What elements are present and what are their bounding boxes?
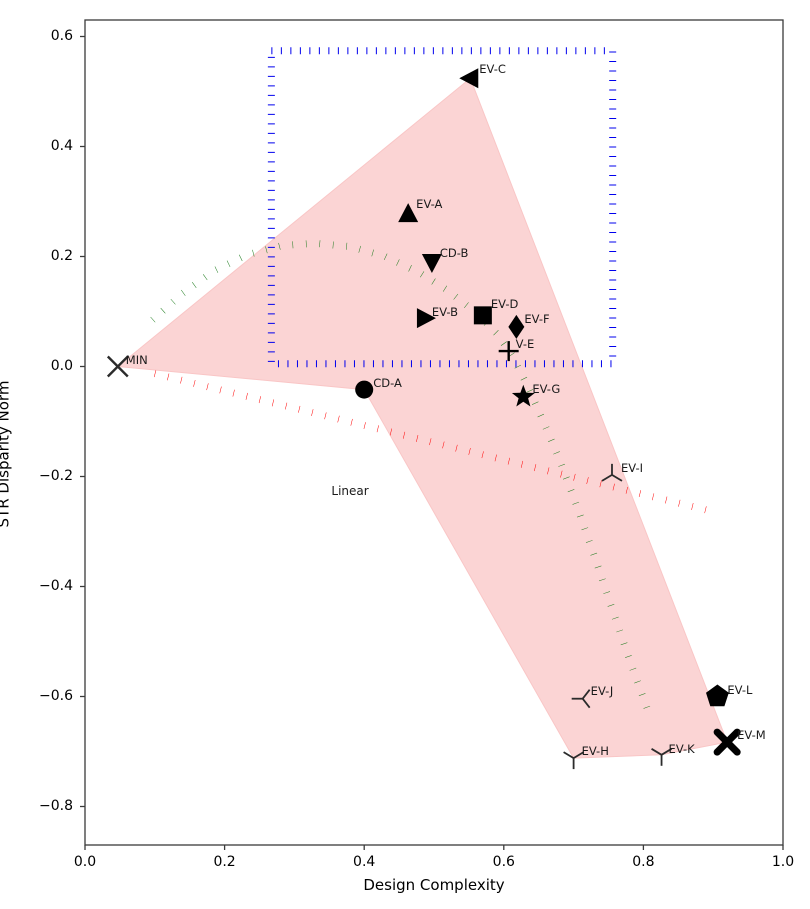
point-label-ev-h: EV-H bbox=[581, 744, 609, 759]
data-point-min[interactable] bbox=[106, 355, 129, 378]
pareto-hull-region bbox=[116, 77, 728, 759]
y-tick-label: 0.2 bbox=[50, 247, 73, 264]
point-label-ev-b: EV-B bbox=[431, 305, 459, 320]
point-label-ev-m: EV-M bbox=[737, 728, 766, 743]
point-label-ev-k: EV-K bbox=[668, 741, 695, 756]
markers-layer bbox=[106, 68, 741, 770]
x-tick-label: 0.0 bbox=[73, 854, 97, 870]
data-point-ev-a[interactable] bbox=[398, 203, 419, 223]
data-point-ev-j[interactable] bbox=[571, 689, 591, 709]
data-point-ev-h[interactable] bbox=[563, 751, 585, 770]
point-label-ev-a: EV-A bbox=[416, 197, 443, 212]
x-tick-label: 0.4 bbox=[353, 854, 376, 870]
y-tick-label: 0.0 bbox=[50, 357, 73, 374]
point-label-min: MIN bbox=[125, 352, 148, 367]
data-point-ev-b[interactable] bbox=[416, 308, 436, 329]
hull-layer bbox=[116, 77, 728, 759]
y-tick-label: −0.8 bbox=[39, 797, 73, 814]
y-tick-label: −0.4 bbox=[39, 577, 73, 594]
data-point-ev-f[interactable] bbox=[508, 314, 525, 339]
data-point-ev-c[interactable] bbox=[459, 68, 479, 89]
data-point-ev-m[interactable] bbox=[713, 728, 741, 756]
data-point-ev-k[interactable] bbox=[651, 748, 673, 766]
data-point-ev-g[interactable] bbox=[511, 384, 535, 407]
axes-frame bbox=[84, 19, 784, 846]
y-tick-label: 0.4 bbox=[50, 137, 73, 154]
point-label-ev-d: EV-D bbox=[490, 297, 519, 312]
y-tick-label: −0.6 bbox=[39, 687, 73, 704]
data-point-ev-l[interactable] bbox=[706, 684, 729, 707]
point-label-ev-l: EV-L bbox=[727, 682, 753, 697]
point-label-cd-b: CD-B bbox=[439, 246, 469, 260]
data-point-ev-d[interactable] bbox=[473, 306, 492, 325]
point-label-ev-g: EV-G bbox=[532, 381, 561, 396]
data-point-cd-b[interactable] bbox=[421, 254, 442, 273]
x-tick-label: 0.6 bbox=[492, 854, 515, 870]
point-label-cd-a: CD-A bbox=[373, 375, 402, 390]
y-tick-label: 0.6 bbox=[50, 27, 73, 44]
point-label-v-e: V-E bbox=[515, 337, 535, 352]
x-tick-label: 1.0 bbox=[771, 854, 795, 870]
x-tick-label: 0.2 bbox=[213, 854, 236, 870]
annotation-linear: Linear bbox=[331, 483, 369, 498]
data-point-ev-i[interactable] bbox=[601, 463, 623, 482]
data-point-v-e[interactable] bbox=[498, 341, 519, 362]
y-tick-label: −0.2 bbox=[39, 467, 73, 484]
point-label-ev-i: EV-I bbox=[620, 460, 643, 475]
point-label-ev-j: EV-J bbox=[590, 683, 614, 698]
x-axis-label: Design Complexity bbox=[363, 876, 505, 894]
point-label-ev-c: EV-C bbox=[479, 62, 506, 77]
y-axis-label: STR Disparity Norm bbox=[0, 380, 13, 528]
axes-layer bbox=[80, 19, 784, 850]
data-point-cd-a[interactable] bbox=[355, 380, 374, 399]
point-label-ev-f: EV-F bbox=[524, 311, 550, 326]
x-tick-label: 0.8 bbox=[632, 854, 655, 870]
